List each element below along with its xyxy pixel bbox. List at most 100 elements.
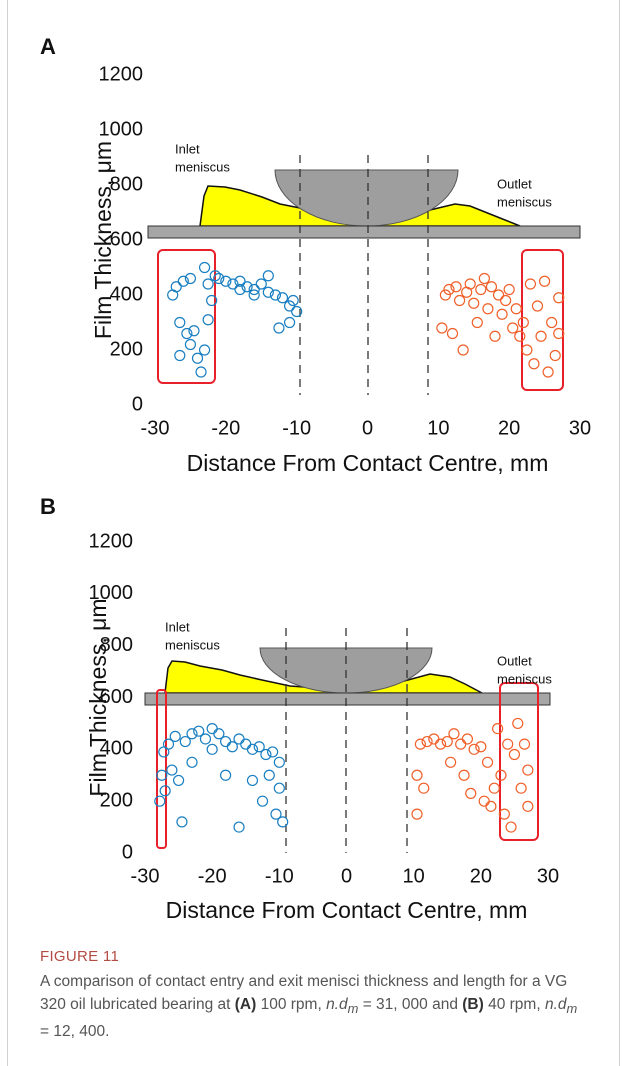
data-point [455, 738, 467, 750]
data-point [496, 308, 508, 320]
data-point [441, 735, 453, 748]
data-point [535, 330, 547, 342]
data-point [176, 816, 188, 828]
data-point [202, 314, 214, 326]
y-tick-label: 0 [122, 841, 133, 863]
data-point [500, 294, 512, 307]
data-point [241, 281, 253, 293]
data-point [199, 733, 212, 745]
data-point [220, 769, 232, 781]
data-point [457, 344, 469, 356]
data-point [273, 322, 285, 334]
data-point [291, 305, 303, 318]
y-tick-label: 1000 [89, 582, 134, 604]
data-point [524, 278, 537, 290]
x-tick-label: -30 [131, 865, 160, 887]
data-point [248, 289, 260, 301]
caption-text: 100 rpm, [256, 996, 327, 1013]
x-tick-label: 30 [569, 417, 591, 439]
data-point [184, 272, 197, 285]
y-tick-label: 200 [110, 338, 143, 360]
x-tick-label: -20 [198, 865, 227, 887]
data-point [489, 330, 501, 342]
data-point [428, 733, 440, 745]
data-point [498, 808, 510, 820]
annotation: meniscus [497, 194, 552, 209]
data-point [465, 787, 477, 799]
y-tick-label: 800 [100, 634, 133, 656]
data-point [162, 738, 175, 750]
data-point [478, 272, 490, 285]
data-point [512, 717, 524, 730]
data-point [283, 300, 296, 312]
panel-label: A [40, 34, 56, 59]
x-tick-label: 10 [427, 417, 449, 439]
data-point [154, 795, 166, 807]
annotation: Outlet [497, 176, 532, 191]
data-point [179, 735, 191, 748]
x-tick-label: 0 [341, 865, 352, 887]
data-point [522, 764, 534, 776]
data-point [448, 728, 460, 740]
x-axis-label: Distance From Contact Centre, mm [166, 897, 528, 923]
annotation: meniscus [175, 159, 230, 174]
panel-label: B [40, 494, 56, 519]
data-point [262, 286, 274, 298]
data-point [510, 303, 522, 315]
data-point [184, 338, 197, 351]
data-point [517, 316, 529, 329]
data-point [418, 782, 430, 794]
data-point [186, 728, 198, 740]
data-point [262, 270, 274, 282]
y-tick-label: 400 [100, 738, 133, 760]
data-point [276, 292, 289, 304]
data-point [202, 278, 214, 290]
data-point [521, 344, 533, 356]
data-point [270, 808, 282, 820]
caption-text: n.d [326, 996, 348, 1013]
data-point [267, 746, 279, 758]
data-point [186, 756, 198, 768]
y-tick-label: 600 [110, 228, 143, 250]
y-tick-label: 1200 [99, 63, 144, 85]
data-point [273, 756, 285, 768]
caption-text: A comparison of contact entry and exit m… [40, 973, 568, 1013]
data-point [439, 289, 452, 301]
x-tick-label: 20 [498, 417, 520, 439]
data-point [443, 283, 455, 296]
data-point [468, 297, 480, 309]
annotation: meniscus [165, 637, 220, 652]
data-point [220, 735, 232, 748]
data-point [436, 322, 448, 334]
data-point [220, 275, 232, 287]
y-tick-label: 400 [110, 283, 143, 305]
data-point [414, 738, 426, 750]
data-point [481, 756, 494, 768]
y-tick-label: 0 [132, 393, 143, 415]
data-point [478, 795, 490, 807]
data-point [277, 816, 289, 828]
data-point [193, 725, 205, 737]
data-point [505, 821, 517, 833]
caption-text: m [347, 1001, 359, 1017]
data-point [198, 261, 211, 274]
annotation: Inlet [175, 141, 200, 156]
data-point [233, 821, 245, 833]
data-point [461, 733, 473, 745]
data-point [253, 741, 265, 753]
caption-text: 40 rpm, [483, 996, 545, 1013]
data-point [542, 366, 554, 378]
data-point [269, 289, 282, 301]
data-point [263, 769, 275, 781]
x-tick-label: -10 [265, 865, 294, 887]
annotation: Outlet [497, 653, 532, 668]
data-point [273, 782, 285, 794]
data-point [227, 278, 239, 290]
data-point [260, 748, 272, 761]
y-axis-label: Film Thickness, μm [85, 598, 111, 796]
y-tick-label: 1200 [89, 530, 134, 552]
data-point [181, 327, 193, 340]
data-point [234, 275, 246, 287]
